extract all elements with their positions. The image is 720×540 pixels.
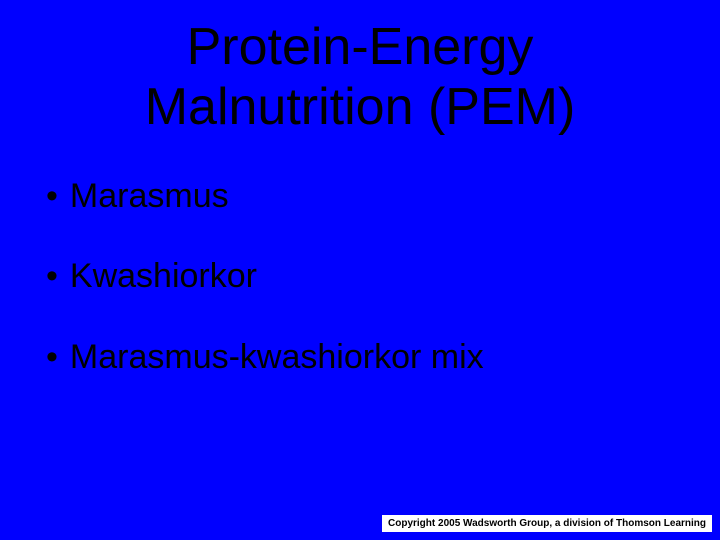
slide-title: Protein-Energy Malnutrition (PEM) (0, 0, 720, 138)
bullet-text: Kwashiorkor (70, 256, 257, 297)
list-item: • Marasmus (46, 176, 720, 217)
bullet-marker-icon: • (46, 337, 58, 378)
bullet-marker-icon: • (46, 176, 58, 217)
bullet-marker-icon: • (46, 256, 58, 297)
bullet-text: Marasmus (70, 176, 229, 217)
list-item: • Marasmus-kwashiorkor mix (46, 337, 720, 378)
bullet-text: Marasmus-kwashiorkor mix (70, 337, 484, 378)
copyright-badge: Copyright 2005 Wadsworth Group, a divisi… (382, 515, 712, 532)
title-line-1: Protein-Energy (187, 18, 534, 76)
bullet-list: • Marasmus • Kwashiorkor • Marasmus-kwas… (0, 138, 720, 378)
list-item: • Kwashiorkor (46, 256, 720, 297)
slide: Protein-Energy Malnutrition (PEM) • Mara… (0, 0, 720, 540)
copyright-text: Copyright 2005 Wadsworth Group, a divisi… (388, 518, 706, 529)
title-line-2: Malnutrition (PEM) (145, 78, 576, 136)
